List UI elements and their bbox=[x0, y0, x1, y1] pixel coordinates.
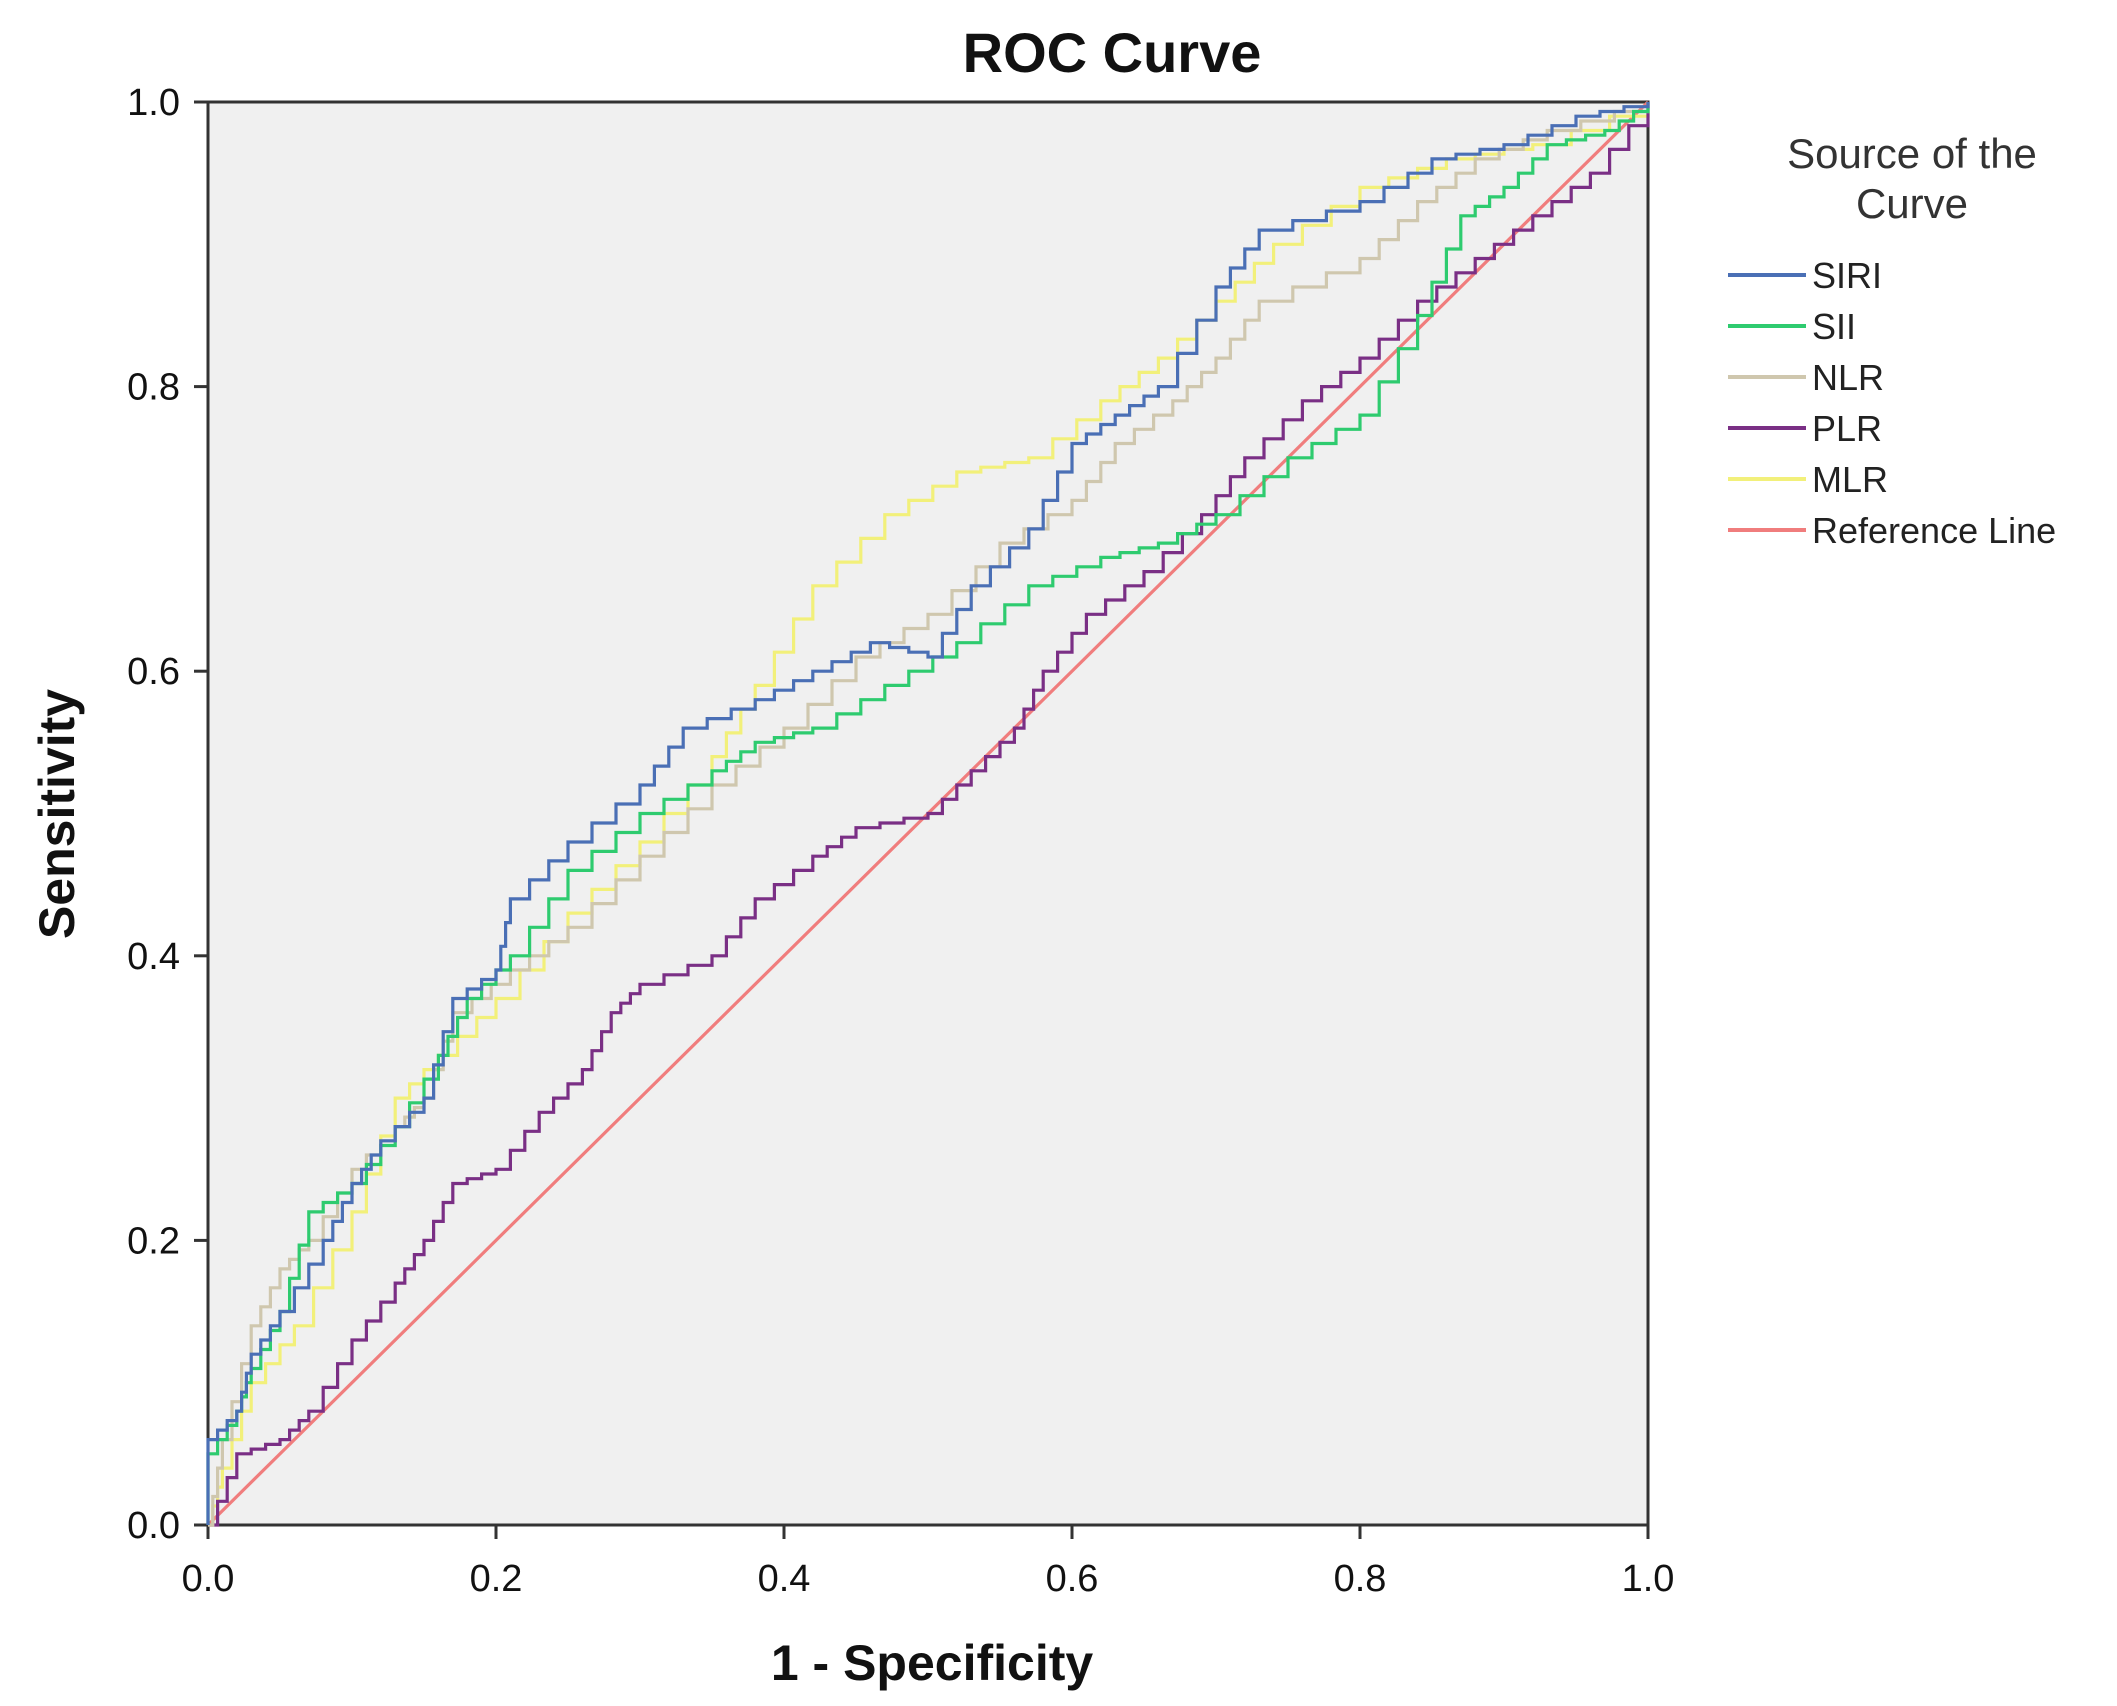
chart-title: ROC Curve bbox=[963, 21, 1262, 84]
legend-label-siri: SIRI bbox=[1812, 255, 1882, 296]
y-tick-label: 0.0 bbox=[127, 1505, 180, 1547]
legend-title-line-2: Curve bbox=[1856, 180, 1968, 227]
x-tick-label: 1.0 bbox=[1622, 1558, 1675, 1600]
x-tick-label: 0.8 bbox=[1334, 1558, 1387, 1600]
x-axis-label: 1 - Specificity bbox=[771, 1635, 1094, 1691]
x-tick-label: 0.4 bbox=[758, 1558, 811, 1600]
series-line-nlr bbox=[208, 102, 1650, 1527]
x-tick-label: 0.0 bbox=[182, 1558, 235, 1600]
y-tick-label: 0.8 bbox=[127, 367, 180, 409]
y-axis-label: Sensitivity bbox=[29, 689, 85, 939]
y-tick-label: 0.4 bbox=[127, 936, 180, 978]
y-tick-label: 0.2 bbox=[127, 1220, 180, 1262]
x-tick-label: 0.6 bbox=[1046, 1558, 1099, 1600]
legend-label-reference-line: Reference Line bbox=[1812, 510, 2056, 551]
axis-ticks: 0.0 0.2 0.4 0.6 0.8 1.0 0.0 0.2 0.4 0.6 0.8 1.0 bbox=[127, 82, 1674, 1600]
legend-label-sii: SII bbox=[1812, 306, 1856, 347]
series-line-plr bbox=[208, 102, 1650, 1527]
x-tick-label: 0.2 bbox=[470, 1558, 523, 1600]
series-line-siri bbox=[206, 102, 1650, 1525]
legend-label-mlr: MLR bbox=[1812, 459, 1888, 500]
legend-title-line-1: Source of the bbox=[1787, 130, 2037, 177]
y-tick-label: 0.6 bbox=[127, 651, 180, 693]
legend-label-plr: PLR bbox=[1812, 408, 1882, 449]
legend: Source of the Curve SIRI SII NLR PLR MLR Refe… bbox=[1728, 130, 2056, 551]
series-line-mlr bbox=[208, 102, 1650, 1527]
legend-items: SIRI SII NLR PLR MLR Reference Line bbox=[1728, 255, 2056, 551]
y-tick-label: 1.0 bbox=[127, 82, 180, 124]
series-layer bbox=[206, 100, 1650, 1527]
legend-label-nlr: NLR bbox=[1812, 357, 1884, 398]
series-line-sii bbox=[206, 102, 1650, 1525]
